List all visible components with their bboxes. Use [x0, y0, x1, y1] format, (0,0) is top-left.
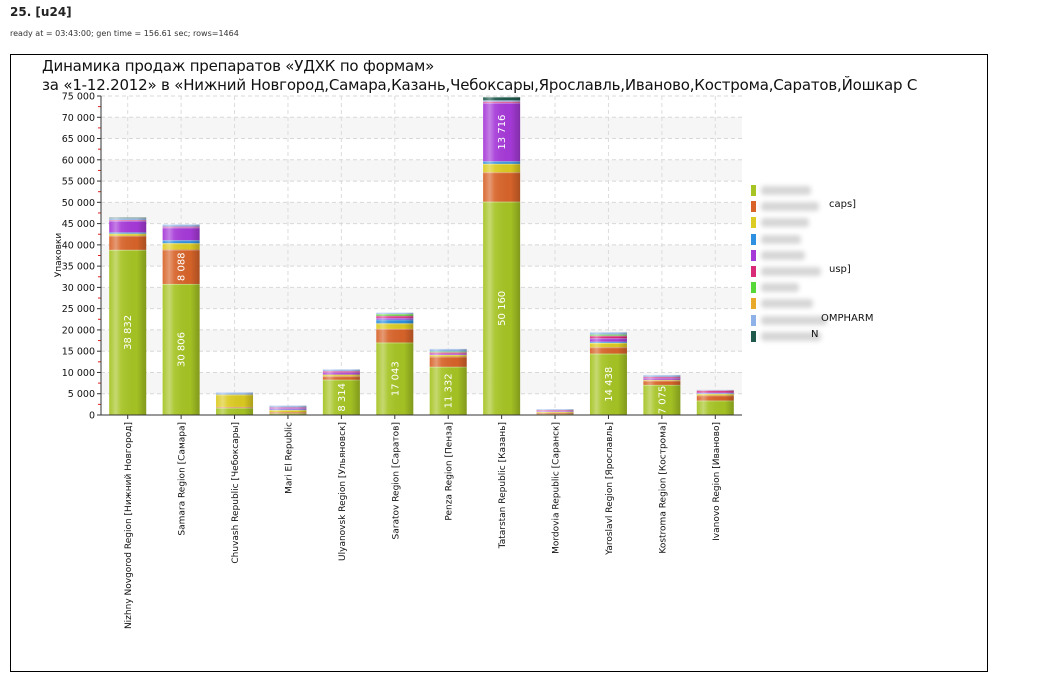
bar-shine	[322, 369, 360, 415]
legend-label: usp]	[829, 263, 851, 275]
x-tick-label: Samara Region [Самара]	[178, 422, 188, 536]
x-tick-label: Ulyanovsk Region [Ульяновск]	[338, 422, 348, 561]
x-tick-label: Yaroslavl Region [Ярославль]	[605, 422, 615, 556]
data-label: 13 716	[497, 115, 508, 150]
legend-label: N	[811, 328, 819, 340]
chart-title-line1: Динамика продаж препаратов «УДХК по форм…	[42, 57, 435, 75]
data-label: 8 088	[177, 252, 188, 281]
x-tick-label: Penza Region [Пенза]	[445, 422, 455, 521]
bar-shine	[483, 96, 521, 415]
data-label: 17 043	[390, 361, 401, 396]
legend-swatch	[751, 201, 756, 213]
bar-shine	[429, 348, 467, 415]
x-tick-label: Mari El Republic	[284, 422, 294, 494]
legend-swatch	[751, 330, 756, 342]
chart-title-line2: за «1-12.2012» в «Нижний Новгород,Самара…	[42, 76, 918, 94]
legend-label-redacted	[761, 218, 809, 228]
legend-label: OMPHARM	[821, 312, 874, 324]
y-tick-label: 0	[89, 411, 95, 422]
bar-shine	[269, 405, 307, 415]
bar-shine	[643, 375, 681, 415]
legend-label-redacted	[761, 299, 813, 309]
grid-band	[101, 372, 742, 394]
bar-shine	[109, 217, 147, 415]
y-tick-label: 75 000	[62, 92, 95, 103]
bar-shine	[216, 392, 254, 415]
legend-swatch	[751, 282, 756, 294]
grid-band	[101, 117, 742, 139]
bar-shine	[696, 389, 734, 415]
y-axis-label: Упаковки	[54, 233, 64, 278]
y-tick-label: 35 000	[62, 262, 95, 273]
y-tick-label: 50 000	[62, 198, 95, 209]
y-tick-label: 45 000	[62, 219, 95, 230]
y-tick-label: 70 000	[62, 113, 95, 124]
legend-label-redacted	[761, 186, 811, 195]
x-tick-label: Nizhny Novgorod Region [Нижний Новгород]	[124, 422, 134, 629]
y-tick-label: 25 000	[62, 304, 95, 315]
legend-swatch	[751, 265, 756, 277]
bar-shine	[376, 312, 414, 415]
bar-shine	[589, 332, 627, 415]
legend-label: caps]	[829, 199, 857, 211]
y-tick-label: 40 000	[62, 240, 95, 251]
y-tick-label: 65 000	[62, 134, 95, 145]
x-tick-label: Chuvash Republic [Чебоксары]	[231, 422, 241, 564]
legend-label-redacted	[761, 202, 819, 212]
y-tick-label: 30 000	[62, 283, 95, 294]
data-label: 14 438	[604, 367, 615, 402]
bar-shine	[536, 409, 574, 415]
grid-band	[101, 329, 742, 352]
legend-swatch	[751, 314, 756, 326]
legend-label-redacted	[761, 315, 827, 325]
data-label: 7 075	[657, 386, 668, 415]
grid-band	[101, 244, 742, 267]
y-tick-label: 55 000	[62, 177, 95, 188]
data-label: 38 832	[123, 315, 134, 350]
legend-label-redacted	[761, 283, 799, 293]
y-tick-label: 15 000	[62, 347, 95, 358]
x-tick-label: Mordovia Republic [Саранск]	[552, 422, 562, 554]
legend-label-redacted	[761, 266, 821, 276]
data-label: 50 160	[497, 291, 508, 326]
chart-frame: Динамика продаж препаратов «УДХК по форм…	[10, 54, 988, 672]
x-tick-label: Tatarstan Republic [Казань]	[498, 422, 508, 549]
grid-band	[101, 287, 742, 309]
legend-swatch	[751, 217, 756, 229]
chart-plot: 38 832 30 806 8 088 8 314 17 043 11 332 50 160…	[54, 92, 742, 629]
report-title: 25. [u24]	[10, 5, 72, 19]
legend-swatch	[751, 298, 756, 310]
data-label: 8 314	[337, 383, 348, 412]
y-tick-label: 20 000	[62, 325, 95, 336]
legend-swatch	[751, 185, 756, 196]
x-tick-label: Ivanovo Region [Иваново]	[712, 422, 722, 541]
legend-swatch	[751, 249, 756, 261]
legend-swatch	[751, 233, 756, 245]
report-meta: ready at = 03:43:00; gen time = 156.61 s…	[10, 29, 239, 38]
y-tick-label: 10 000	[62, 368, 95, 379]
legend-label-redacted	[761, 331, 821, 341]
y-tick-label: 60 000	[62, 155, 95, 166]
data-label: 11 332	[444, 373, 455, 408]
x-tick-label: Saratov Region [Саратов]	[391, 422, 401, 539]
grid-band	[101, 202, 742, 224]
data-label: 30 806	[177, 332, 188, 367]
bar-shine	[162, 224, 200, 415]
legend-label-redacted	[761, 234, 801, 244]
x-tick-label: Kostroma Region [Кострома]	[658, 422, 668, 554]
y-tick-label: 5 000	[68, 389, 95, 400]
legend-label-redacted	[761, 250, 805, 260]
grid-band	[101, 159, 742, 182]
